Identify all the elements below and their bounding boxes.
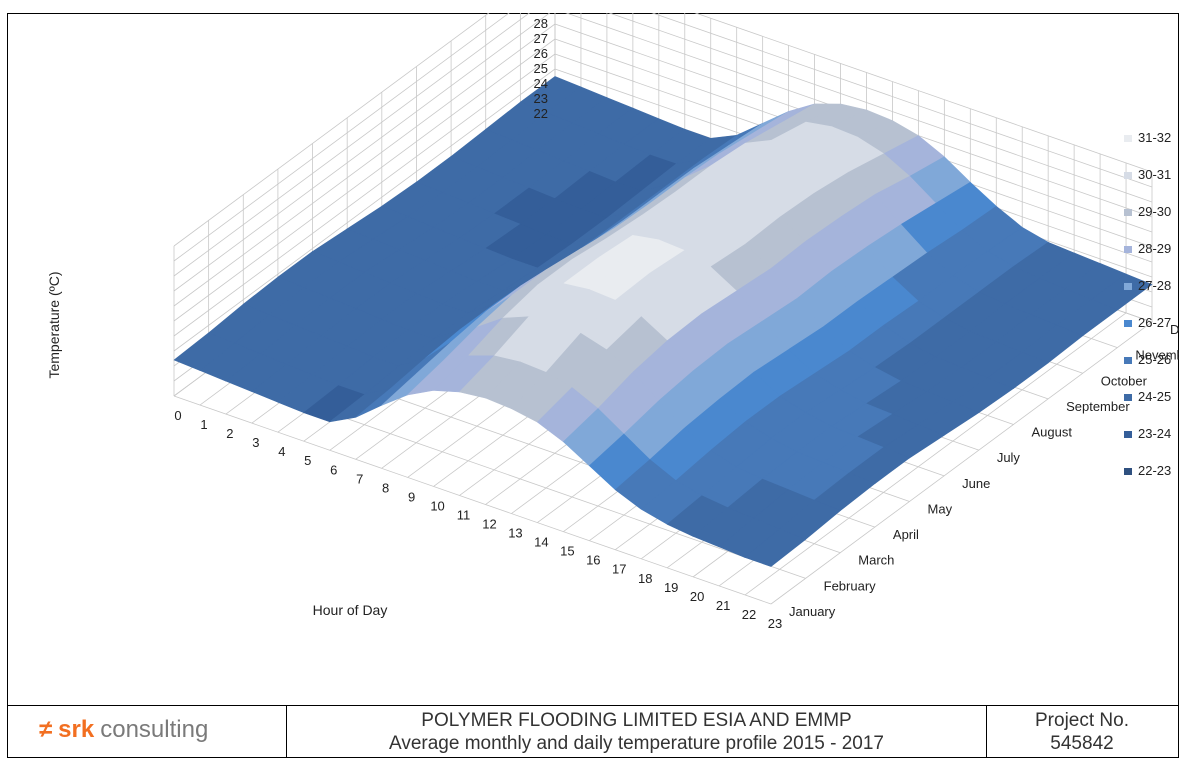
temperature-surface [173, 76, 1153, 567]
legend-label: 24-25 [1138, 389, 1171, 404]
legend-swatch [1124, 172, 1132, 179]
side-wall-gridline [173, 13, 531, 277]
hour-tick-label: 2 [226, 426, 233, 441]
report-title-cell: POLYMER FLOODING LIMITED ESIA AND EMMP A… [287, 706, 987, 758]
legend-label: 31-32 [1138, 130, 1171, 145]
legend-label: 25-26 [1138, 352, 1171, 367]
srk-mark-icon: ≠ [39, 716, 53, 743]
project-cell: Project No. 545842 [987, 706, 1177, 758]
hour-tick-label: 11 [457, 507, 471, 522]
hour-tick-label: 18 [638, 571, 652, 586]
chart-axes: 01234567891011121314151617181920212223Ja… [46, 13, 1179, 631]
hour-tick-label: 15 [560, 544, 574, 559]
month-tick-label: October [1101, 373, 1148, 388]
hour-tick-label: 22 [742, 607, 756, 622]
legend-label: 23-24 [1138, 426, 1171, 441]
hour-tick-label: 0 [174, 408, 181, 423]
logo-cell: ≠ srk consulting [7, 706, 287, 758]
hour-tick-label: 5 [304, 453, 311, 468]
month-tick-label: September [1066, 399, 1130, 414]
month-tick-label: May [928, 501, 953, 516]
report-subtitle: Average monthly and daily temperature pr… [388, 733, 884, 754]
temperature-tick-label: 23 [534, 91, 548, 106]
floor-gridline [744, 312, 1127, 596]
x-axis-title: Hour of Day [313, 602, 388, 618]
month-tick-label: March [858, 553, 894, 568]
temperature-tick-label: 24 [534, 76, 548, 91]
legend-swatch [1124, 468, 1132, 475]
surface-patch [744, 528, 807, 567]
hour-tick-label: 7 [356, 471, 363, 486]
legend-label: 22-23 [1138, 463, 1171, 478]
temperature-tick-label: 27 [534, 31, 548, 46]
srk-logo: ≠ srk consulting [39, 716, 208, 744]
hour-tick-label: 14 [534, 535, 548, 550]
month-tick-label: November [1135, 348, 1179, 363]
hour-tick-label: 8 [382, 480, 389, 495]
month-tick-label: December [1170, 322, 1179, 337]
month-tick-label: June [962, 476, 990, 491]
hour-tick-label: 10 [430, 498, 444, 513]
legend-label: 27-28 [1138, 278, 1171, 293]
month-tick-label: January [789, 604, 836, 619]
legend-swatch [1124, 431, 1132, 438]
hour-tick-label: 13 [508, 526, 522, 541]
hour-tick-label: 21 [716, 598, 730, 613]
temperature-tick-label: 29 [534, 13, 548, 16]
hour-tick-label: 4 [278, 444, 285, 459]
side-wall-gridline [173, 13, 551, 292]
hour-tick-label: 3 [252, 435, 259, 450]
side-wall-gridline [173, 23, 556, 307]
z-axis-title: Temperature (ºC) [46, 271, 62, 378]
legend-swatch [1124, 209, 1132, 216]
temperature-tick-label: 25 [534, 61, 548, 76]
legend-swatch [1124, 394, 1132, 401]
temperature-tick-label: 28 [534, 16, 548, 31]
project-label: Project No. [1035, 710, 1129, 731]
hour-tick-label: 9 [408, 489, 415, 504]
hour-tick-label: 12 [482, 517, 496, 532]
hour-tick-label: 1 [200, 417, 207, 432]
hour-tick-label: 23 [768, 616, 782, 631]
back-wall-gridline [694, 13, 1153, 173]
legend-swatch [1124, 283, 1132, 290]
legend-swatch [1124, 320, 1132, 327]
project-number: 545842 [1050, 733, 1114, 754]
hour-tick-label: 17 [612, 562, 626, 577]
side-wall-gridline [173, 53, 556, 337]
chart-legend: 31-32 30-31 29-30 28-29 27-28 26-27 25-26 24-25… [1124, 130, 1171, 478]
hour-tick-label: 16 [586, 553, 600, 568]
footer: ≠ srk consulting POLYMER FLOODING LIMITED … [7, 705, 1179, 758]
legend-swatch [1124, 357, 1132, 364]
month-tick-label: August [1031, 425, 1072, 440]
temperature-tick-label: 26 [534, 46, 548, 61]
legend-swatch [1124, 135, 1132, 142]
floor-gridline [173, 395, 772, 605]
floor-gridline [770, 321, 1153, 605]
back-wall-gridline [608, 13, 1153, 203]
month-tick-label: April [893, 527, 919, 542]
back-wall-gridline [651, 13, 1153, 188]
legend-label: 29-30 [1138, 204, 1171, 219]
hour-tick-label: 6 [330, 462, 337, 477]
side-wall-gridline [173, 13, 510, 262]
legend-label: 26-27 [1138, 315, 1171, 330]
side-wall-gridline [173, 38, 556, 322]
hour-tick-label: 19 [664, 580, 678, 595]
temperature-tick-label: 22 [534, 106, 548, 121]
logo-word: consulting [100, 716, 209, 743]
report-title: POLYMER FLOODING LIMITED ESIA AND EMMP [421, 710, 852, 731]
legend-swatch [1124, 246, 1132, 253]
side-wall-gridline [173, 13, 490, 247]
logo-brand: srk [58, 716, 95, 743]
surface-chart: 01234567891011121314151617181920212223Ja… [46, 13, 1179, 631]
month-tick-label: July [997, 450, 1021, 465]
legend-label: 28-29 [1138, 241, 1171, 256]
side-wall-gridline [173, 68, 556, 352]
month-tick-label: February [824, 578, 877, 593]
legend-label: 30-31 [1138, 167, 1171, 182]
hour-tick-label: 20 [690, 589, 704, 604]
